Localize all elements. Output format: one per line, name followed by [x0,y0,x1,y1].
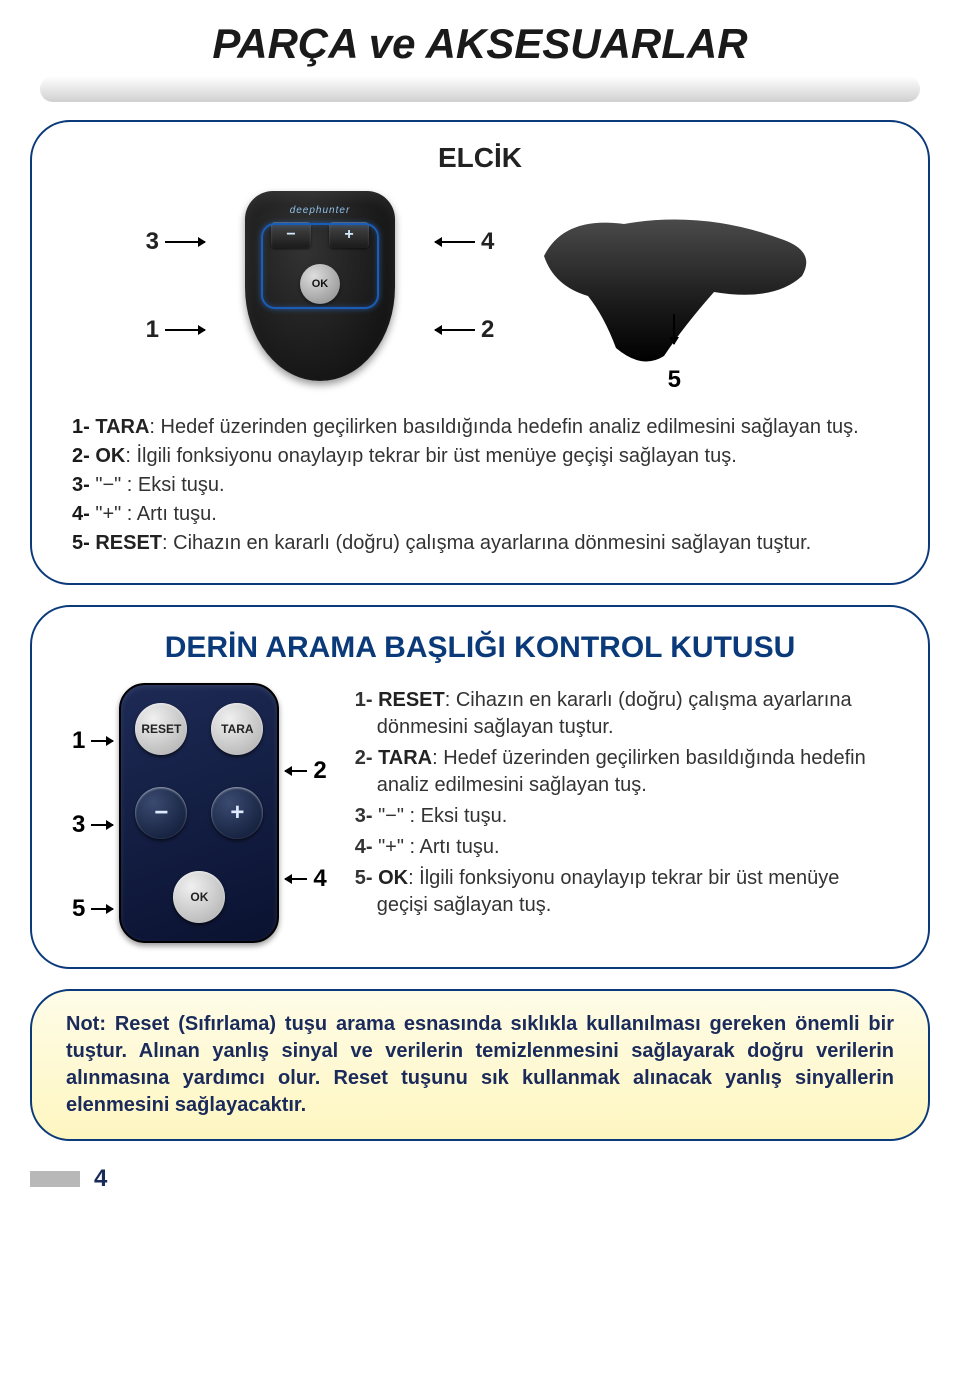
desc-text: "+" : Artı tuşu. [378,836,499,858]
ok-button[interactable]: OK [173,871,225,923]
callout-3: 3 [72,811,85,839]
callout-2: 2 [313,757,326,785]
desc-num: 2- [355,747,378,769]
controller-face: deephunter − + OK [245,191,395,381]
desc-num: 5- [72,532,95,554]
desc-num: 1- [355,689,378,711]
desc-num: 4- [355,836,378,858]
elcik-panel: ELCİK 3 1 deephunter − + OK 4 2 [30,120,930,585]
arrow-icon [285,878,307,880]
ctrlbox-panel: DERİN ARAMA BAŞLIĞI KONTROL KUTUSU 1 3 5… [30,605,930,969]
callout-2: 2 [481,316,494,344]
arrow-icon [435,329,475,331]
ok-button[interactable]: OK [300,264,340,304]
note-box: Not: Reset (Sıfırlama) tuşu arama esnası… [30,989,930,1141]
page-footer: 4 [30,1165,930,1193]
minus-button[interactable]: − [135,787,187,839]
controller-grip: 5 [534,206,814,366]
desc-text: : Hedef üzerinden geçilirken basıldığınd… [377,747,866,796]
arrow-icon [673,314,675,344]
footer-bar [30,1171,80,1187]
ctrlbox-title: DERİN ARAMA BAŞLIĞI KONTROL KUTUSU [72,631,888,665]
desc-num: 1- [72,416,95,438]
elcik-subtitle: ELCİK [72,142,888,174]
arrow-icon [91,908,113,910]
elcik-callouts-left: 3 1 [146,228,205,344]
desc-text: : Hedef üzerinden geçilirken basıldığınd… [149,416,858,438]
desc-num: 5- [355,867,378,889]
desc-text: : İlgili fonksiyonu onaylayıp tekrar bir… [377,867,840,916]
desc-name: OK [95,445,125,467]
elcik-callouts-right: 4 2 [435,228,494,344]
desc-text: "+" : Artı tuşu. [95,503,216,525]
controller-logo: deephunter [245,205,395,216]
plus-button[interactable]: + [211,787,263,839]
elcik-desc: 1- TARA: Hedef üzerinden geçilirken bası… [72,414,888,557]
page-number: 4 [94,1165,107,1193]
desc-name: RESET [95,532,162,554]
ctrlbox-diagram: 1 3 5 RESET TARA − + OK 2 4 [72,683,327,943]
note-text: Not: Reset (Sıfırlama) tuşu arama esnası… [66,1013,894,1116]
control-box: RESET TARA − + OK [119,683,279,943]
callout-5: 5 [72,895,85,923]
ctrlbox-callouts-right: 2 4 [285,733,326,893]
desc-text: "−" : Eksi tuşu. [378,805,507,827]
desc-text: : Cihazın en kararlı (doğru) çalışma aya… [377,689,852,738]
arrow-icon [165,241,205,243]
plus-button[interactable]: + [329,222,369,248]
arrow-icon [91,740,113,742]
desc-name: TARA [378,747,432,769]
callout-1: 1 [72,727,85,755]
arrow-icon [435,241,475,243]
callout-4: 4 [481,228,494,256]
tara-button[interactable]: TARA [211,703,263,755]
desc-text: : Cihazın en kararlı (doğru) çalışma aya… [162,532,811,554]
minus-button[interactable]: − [271,222,311,248]
arrow-icon [285,770,307,772]
ctrlbox-desc: 1- RESET: Cihazın en kararlı (doğru) çal… [355,683,888,923]
callout-5: 5 [668,366,681,394]
callout-3: 3 [146,228,159,256]
desc-num: 4- [72,503,95,525]
page-title: PARÇA ve AKSESUARLAR [30,20,930,68]
desc-num: 3- [72,474,95,496]
desc-text: : İlgili fonksiyonu onaylayıp tekrar bir… [125,445,736,467]
desc-num: 3- [355,805,378,827]
desc-name: RESET [378,689,445,711]
reset-button[interactable]: RESET [135,703,187,755]
elcik-diagram: 3 1 deephunter − + OK 4 2 [72,186,888,386]
arrow-icon [91,824,113,826]
callout-4: 4 [313,865,326,893]
desc-num: 2- [72,445,95,467]
callout-1: 1 [146,316,159,344]
title-divider [40,76,920,102]
desc-name: OK [378,867,408,889]
desc-text: "−" : Eksi tuşu. [95,474,224,496]
desc-name: TARA [95,416,149,438]
ctrlbox-callouts-left: 1 3 5 [72,703,113,923]
arrow-icon [165,329,205,331]
